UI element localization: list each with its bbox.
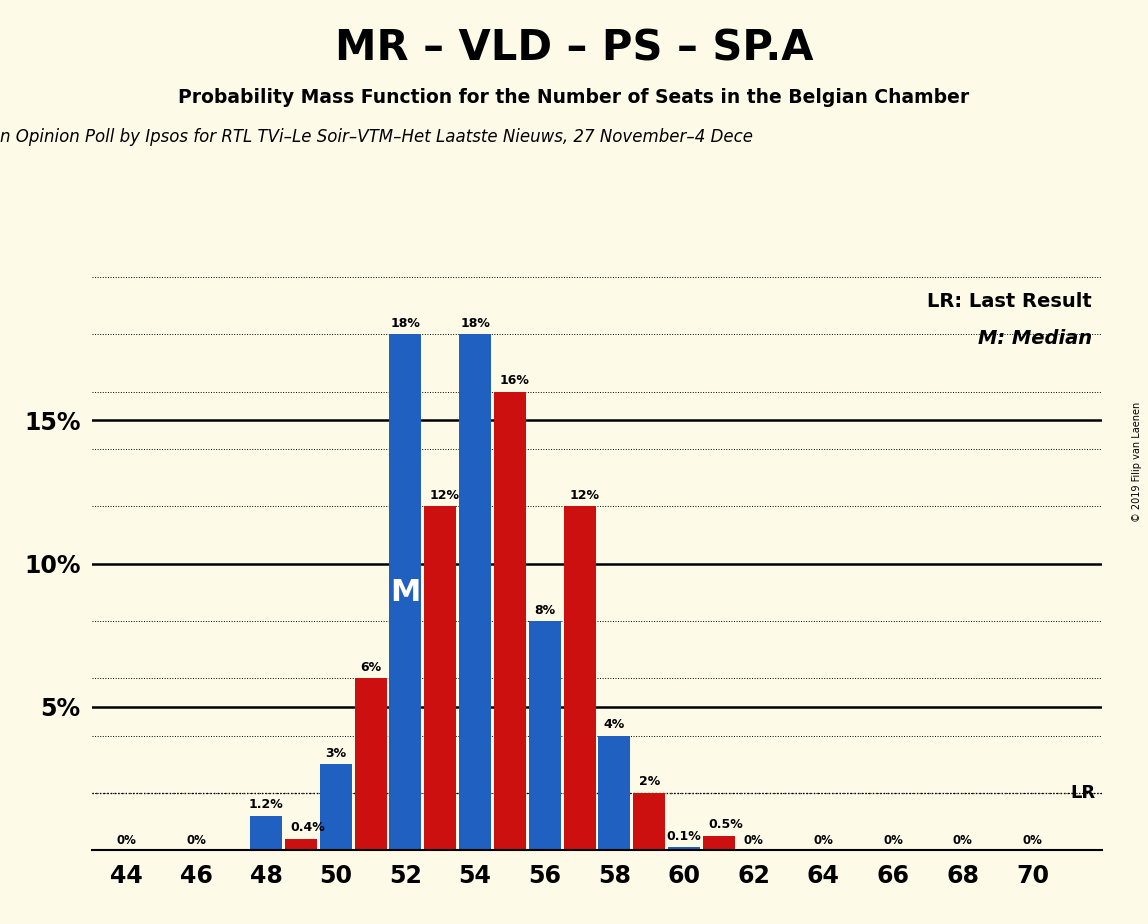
Bar <box>424 506 456 850</box>
Text: 18%: 18% <box>390 317 420 330</box>
Text: LR: LR <box>1070 784 1095 802</box>
Bar <box>529 621 560 850</box>
Text: 2%: 2% <box>638 775 660 788</box>
Text: 6%: 6% <box>360 661 381 674</box>
Text: 18%: 18% <box>460 317 490 330</box>
Text: MR – VLD – PS – SP.A: MR – VLD – PS – SP.A <box>335 28 813 69</box>
Bar <box>564 506 596 850</box>
Text: 4%: 4% <box>604 718 625 731</box>
Text: 0%: 0% <box>744 833 763 846</box>
Bar <box>319 764 351 850</box>
Text: 16%: 16% <box>499 374 529 387</box>
Bar <box>459 334 491 850</box>
Text: n Opinion Poll by Ipsos for RTL TVi–Le Soir–VTM–Het Laatste Nieuws, 27 November–: n Opinion Poll by Ipsos for RTL TVi–Le S… <box>0 128 753 145</box>
Text: 1.2%: 1.2% <box>249 798 284 811</box>
Text: 8%: 8% <box>534 603 556 616</box>
Bar <box>250 816 282 850</box>
Text: M: Median: M: Median <box>977 329 1092 347</box>
Text: 0%: 0% <box>814 833 833 846</box>
Text: 12%: 12% <box>569 489 599 502</box>
Text: 0.1%: 0.1% <box>667 830 701 843</box>
Text: 3%: 3% <box>325 747 347 760</box>
Text: © 2019 Filip van Laenen: © 2019 Filip van Laenen <box>1132 402 1142 522</box>
Text: 0%: 0% <box>953 833 972 846</box>
Text: LR: Last Result: LR: Last Result <box>926 292 1092 310</box>
Text: 0%: 0% <box>117 833 137 846</box>
Text: Probability Mass Function for the Number of Seats in the Belgian Chamber: Probability Mass Function for the Number… <box>178 88 970 107</box>
Text: 12%: 12% <box>429 489 459 502</box>
Bar <box>703 835 735 850</box>
Bar <box>598 736 630 850</box>
Text: 0%: 0% <box>883 833 903 846</box>
Bar <box>634 793 665 850</box>
Text: 0%: 0% <box>186 833 207 846</box>
Text: 0.4%: 0.4% <box>290 821 325 834</box>
Bar <box>494 392 526 850</box>
Bar <box>285 839 317 850</box>
Bar <box>355 678 387 850</box>
Text: 0%: 0% <box>1023 833 1042 846</box>
Text: M: M <box>390 578 420 607</box>
Bar <box>668 847 700 850</box>
Text: 0.5%: 0.5% <box>708 819 743 832</box>
Bar <box>389 334 421 850</box>
